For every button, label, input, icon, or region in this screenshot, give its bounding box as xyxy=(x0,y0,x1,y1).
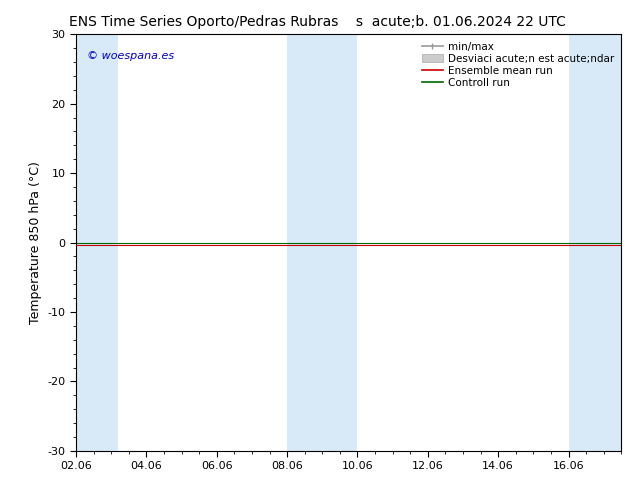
Bar xyxy=(569,34,621,451)
Bar xyxy=(76,34,119,451)
Bar xyxy=(287,34,358,451)
Text: © woespana.es: © woespana.es xyxy=(87,51,174,61)
Y-axis label: Temperature 850 hPa (°C): Temperature 850 hPa (°C) xyxy=(29,161,42,324)
Text: ENS Time Series Oporto/Pedras Rubras    s  acute;b. 01.06.2024 22 UTC: ENS Time Series Oporto/Pedras Rubras s a… xyxy=(68,15,566,29)
Legend: min/max, Desviaci acute;n est acute;ndar, Ensemble mean run, Controll run: min/max, Desviaci acute;n est acute;ndar… xyxy=(418,37,618,92)
